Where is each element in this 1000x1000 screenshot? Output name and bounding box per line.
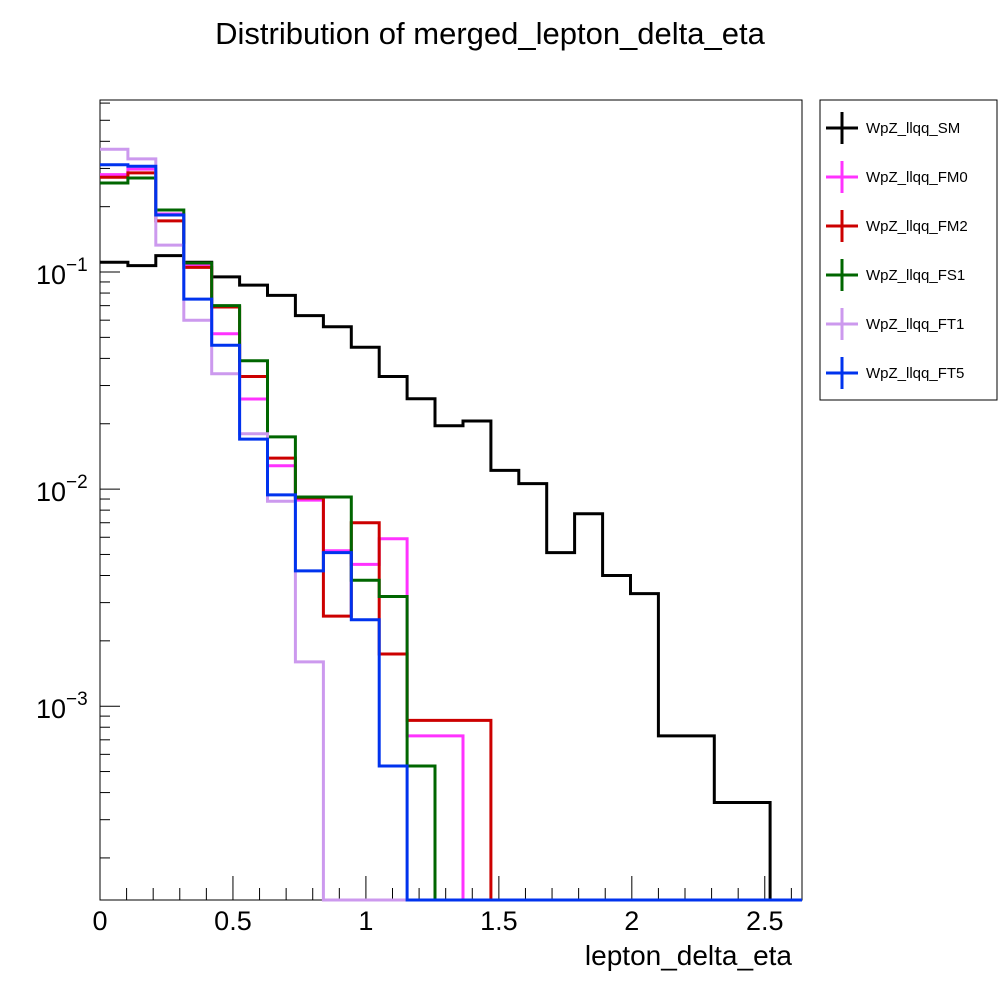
legend-label: WpZ_llqq_FS1 — [866, 267, 965, 284]
y-tick-label: 10−3 — [36, 689, 88, 724]
x-tick-label: 0.5 — [214, 906, 252, 936]
legend-label: WpZ_llqq_FT5 — [866, 365, 964, 382]
x-axis-label: lepton_delta_eta — [585, 940, 793, 971]
legend-item: WpZ_llqq_FT1 — [826, 308, 964, 340]
series-line-WpZ_llqq_FT5 — [100, 163, 802, 902]
x-tick-label: 1 — [358, 906, 373, 936]
legend-label: WpZ_llqq_FM0 — [866, 169, 968, 186]
x-tick-labels: 0 0.5 1 1.5 2 2.5 — [92, 906, 783, 936]
legend-item: WpZ_llqq_FM2 — [826, 210, 968, 242]
legend-item: WpZ_llqq_FM0 — [826, 161, 968, 193]
y-tick-label: 10−2 — [36, 472, 88, 507]
x-tick-label: 0 — [92, 906, 107, 936]
legend-label: WpZ_llqq_FT1 — [866, 316, 964, 333]
x-tick-label: 1.5 — [480, 906, 518, 936]
legend: WpZ_llqq_SM WpZ_llqq_FM0 WpZ_llqq_FM2 WpZ_l… — [819, 99, 998, 401]
chart-title: Distribution of merged_lepton_delta_eta — [215, 16, 766, 51]
y-tick-label: 10−1 — [36, 255, 88, 290]
legend-item: WpZ_llqq_FS1 — [826, 259, 965, 291]
x-tick-label: 2.5 — [746, 906, 784, 936]
legend-label: WpZ_llqq_SM — [866, 120, 960, 137]
axis-ticks — [99, 102, 792, 900]
legend-item: WpZ_llqq_FT5 — [826, 357, 964, 389]
legend-box — [819, 99, 998, 401]
y-tick-labels: 10−1 10−2 10−3 — [36, 255, 88, 724]
legend-item: WpZ_llqq_SM — [826, 112, 960, 144]
legend-label: WpZ_llqq_FM2 — [866, 218, 968, 235]
x-tick-label: 2 — [624, 906, 639, 936]
plot-series — [100, 147, 802, 902]
